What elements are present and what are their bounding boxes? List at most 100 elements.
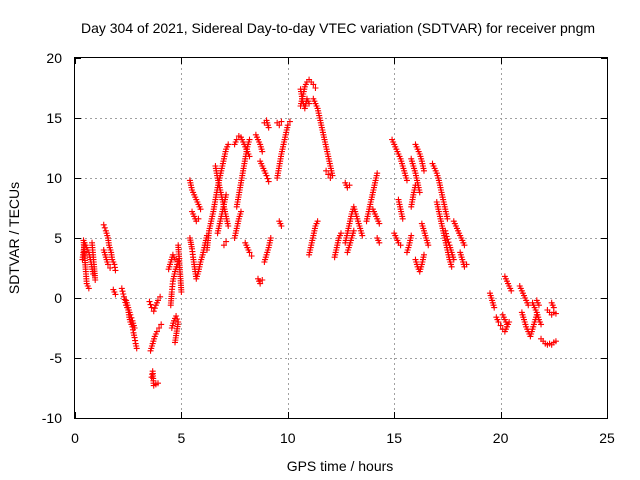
- data-point: [278, 118, 285, 125]
- data-point: [323, 167, 330, 174]
- data-point: [223, 191, 230, 198]
- data-point-interp: [128, 314, 135, 321]
- data-point: [535, 302, 542, 309]
- data-point: [172, 256, 179, 263]
- data-point: [448, 263, 455, 270]
- x-tick-label: 25: [599, 430, 615, 446]
- data-point-interp: [120, 291, 127, 297]
- data-point: [248, 253, 255, 259]
- data-point: [259, 148, 266, 155]
- data-point: [118, 285, 125, 292]
- data-point: [267, 235, 274, 241]
- data-point: [286, 118, 293, 125]
- data-point: [157, 293, 164, 300]
- y-tick-labels: -10 -5 0 5 10 15 20: [42, 50, 62, 426]
- data-point: [265, 124, 272, 131]
- data-point: [197, 206, 204, 213]
- data-point: [325, 171, 332, 178]
- data-point: [237, 208, 244, 215]
- data-point: [376, 239, 383, 246]
- data-point: [154, 297, 161, 304]
- data-series-sdtvar: [79, 76, 559, 389]
- data-point-interp: [442, 230, 449, 237]
- data-point: [408, 232, 415, 239]
- data-point: [154, 380, 161, 387]
- data-point: [525, 302, 532, 309]
- x-tick-label: 0: [71, 430, 79, 446]
- data-point: [276, 122, 283, 129]
- data-point: [444, 215, 451, 222]
- data-point: [120, 293, 127, 300]
- data-point: [259, 277, 266, 283]
- data-point-interp: [174, 316, 181, 322]
- data-point: [306, 100, 313, 107]
- data-point: [112, 267, 119, 274]
- data-point: [508, 287, 515, 294]
- x-tick-label: 5: [178, 430, 186, 446]
- plot-frame: [74, 57, 608, 419]
- data-point: [195, 215, 202, 222]
- data-point-interp: [119, 288, 126, 295]
- data-point: [444, 236, 451, 243]
- data-point: [172, 339, 179, 346]
- data-point: [403, 177, 410, 184]
- data-point: [278, 223, 285, 229]
- data-point: [265, 178, 272, 185]
- data-point: [374, 170, 381, 177]
- data-point: [156, 325, 163, 331]
- data-point: [153, 328, 160, 335]
- data-point-interp: [445, 239, 452, 246]
- data-point-interp: [443, 233, 450, 240]
- data-point: [327, 175, 334, 181]
- y-tick-label: 15: [46, 110, 62, 126]
- data-point: [450, 256, 457, 263]
- chart-title: Day 304 of 2021, Sidereal Day-to-day VTE…: [81, 20, 595, 36]
- data-point: [420, 251, 427, 258]
- data-point: [246, 249, 253, 256]
- data-point: [104, 261, 111, 268]
- y-tick-label: 0: [54, 290, 62, 306]
- y-tick-label: -5: [50, 350, 63, 366]
- data-point: [314, 218, 321, 225]
- y-tick-label: 10: [46, 170, 62, 186]
- data-point: [312, 85, 319, 91]
- data-point: [497, 322, 504, 329]
- x-tick-label: 15: [386, 430, 402, 446]
- data-point: [85, 285, 92, 292]
- data-point: [399, 215, 406, 222]
- data-point: [442, 227, 449, 234]
- y-tick-label: 20: [46, 50, 62, 66]
- y-tick-label: -10: [42, 410, 62, 426]
- x-tick-labels: 0 5 10 15 20 25: [71, 430, 615, 446]
- data-point: [397, 242, 404, 249]
- data-point: [425, 242, 432, 249]
- data-point: [491, 304, 498, 311]
- data-point: [263, 172, 270, 179]
- data-point: [178, 289, 185, 295]
- data-point: [350, 227, 357, 234]
- x-tick-label: 10: [280, 430, 296, 446]
- data-point: [158, 321, 165, 328]
- data-point: [495, 319, 502, 325]
- x-tick-label: 20: [493, 430, 509, 446]
- data-point: [112, 291, 119, 298]
- data-point: [92, 277, 99, 283]
- data-point: [148, 304, 155, 311]
- data-point-interp: [147, 301, 154, 308]
- data-point: [538, 321, 545, 328]
- data-point: [550, 304, 557, 311]
- data-point-interp: [264, 175, 271, 182]
- data-point: [412, 182, 419, 189]
- x-axis-label: GPS time / hours: [287, 458, 394, 474]
- data-point: [127, 311, 134, 318]
- data-point: [233, 136, 240, 143]
- data-point: [503, 321, 510, 328]
- data-point: [420, 167, 427, 174]
- data-point: [376, 220, 383, 227]
- data-point: [146, 298, 153, 305]
- data-point: [223, 238, 230, 245]
- data-point: [225, 141, 232, 148]
- data-point: [220, 242, 227, 249]
